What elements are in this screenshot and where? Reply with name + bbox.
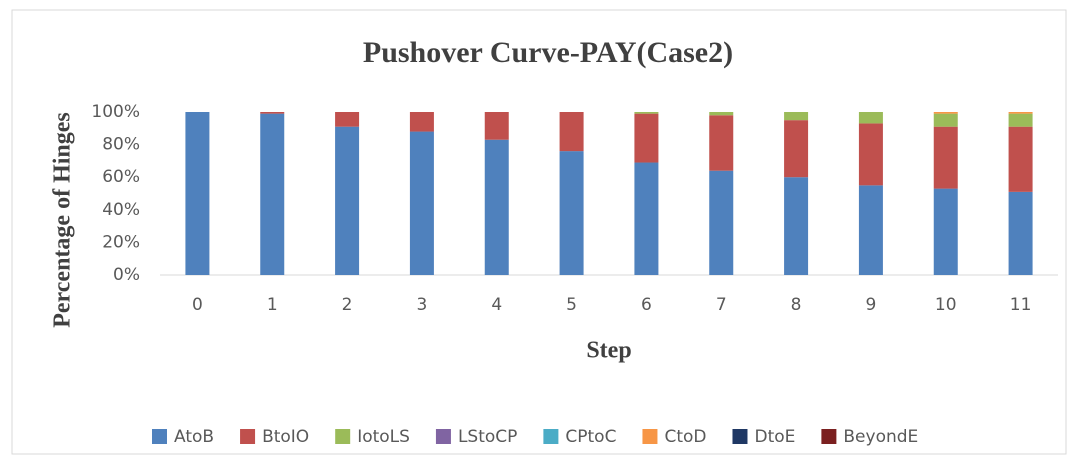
bar-segment — [784, 120, 809, 178]
x-tick-label: 8 — [791, 295, 802, 315]
bar-segment — [559, 112, 584, 152]
y-tick-label: 80% — [102, 135, 140, 155]
bar-segment — [260, 112, 285, 114]
legend-swatch — [642, 429, 658, 444]
legend-label: DtoE — [754, 427, 795, 447]
bar-segment — [933, 112, 958, 114]
x-tick-label: 1 — [267, 295, 278, 315]
bar-segment — [933, 188, 958, 275]
bar-segment — [1008, 126, 1033, 192]
legend-label: BeyondE — [843, 427, 918, 447]
bar-segment — [784, 112, 809, 121]
y-tick-label: 60% — [102, 167, 140, 187]
legend-swatch — [732, 429, 748, 444]
bar-segment — [709, 170, 734, 275]
bar-segment — [409, 131, 434, 275]
x-tick-label: 5 — [566, 295, 577, 315]
legend-swatch — [152, 429, 167, 444]
bar-segment — [933, 126, 958, 189]
bar-segment — [858, 123, 883, 186]
bar-segment — [260, 113, 285, 275]
legend-swatch — [543, 429, 559, 444]
x-tick-label: 11 — [1010, 295, 1032, 315]
chart-frame — [11, 9, 1067, 455]
x-tick-label: 10 — [935, 295, 957, 315]
bar-segment — [484, 139, 509, 275]
legend-swatch — [821, 429, 837, 444]
bar-segment — [784, 177, 809, 275]
bar-segment — [858, 112, 883, 124]
bar-segment — [634, 112, 659, 114]
bar-segment — [1008, 113, 1033, 127]
bar-segment — [709, 115, 734, 171]
bar-segment — [634, 162, 659, 275]
bar-segment — [1008, 191, 1033, 275]
bar-segment — [933, 113, 958, 127]
y-tick-label: 100% — [91, 102, 140, 122]
x-tick-label: 9 — [866, 295, 877, 315]
legend-swatch — [240, 429, 256, 444]
x-tick-label: 6 — [641, 295, 652, 315]
x-tick-label: 2 — [342, 295, 353, 315]
bar-segment — [858, 185, 883, 275]
bar-segment — [409, 112, 434, 132]
bar-segment — [335, 126, 360, 275]
y-tick-label: 20% — [102, 232, 140, 252]
x-tick-label: 3 — [417, 295, 428, 315]
x-tick-label: 0 — [192, 295, 203, 315]
x-tick-label: 4 — [491, 295, 502, 315]
bar-segment — [1008, 112, 1033, 114]
y-tick-label: 40% — [102, 200, 140, 220]
bar-segment — [335, 112, 360, 127]
legend-label: CtoD — [664, 427, 706, 447]
legend-label: CPtoC — [565, 427, 616, 447]
legend-label: LStoCP — [458, 427, 517, 447]
chart-title: Pushover Curve-PAY(Case2) — [363, 36, 733, 69]
bar-segment — [559, 151, 584, 275]
bar-segment — [634, 113, 659, 163]
bar-segment — [185, 112, 210, 275]
y-axis-label: Percentage of Hinges — [50, 112, 76, 328]
y-tick-label: 0% — [113, 265, 140, 285]
legend-swatch — [335, 429, 351, 444]
legend-label: BtoIO — [262, 427, 309, 447]
bar-segment — [484, 112, 509, 140]
bar-segment — [709, 112, 734, 116]
x-tick-label: 7 — [716, 295, 727, 315]
legend-label: AtoB — [174, 427, 214, 447]
x-axis-label: Step — [586, 338, 631, 364]
legend-swatch — [435, 429, 451, 444]
legend-label: IotoLS — [357, 427, 410, 447]
